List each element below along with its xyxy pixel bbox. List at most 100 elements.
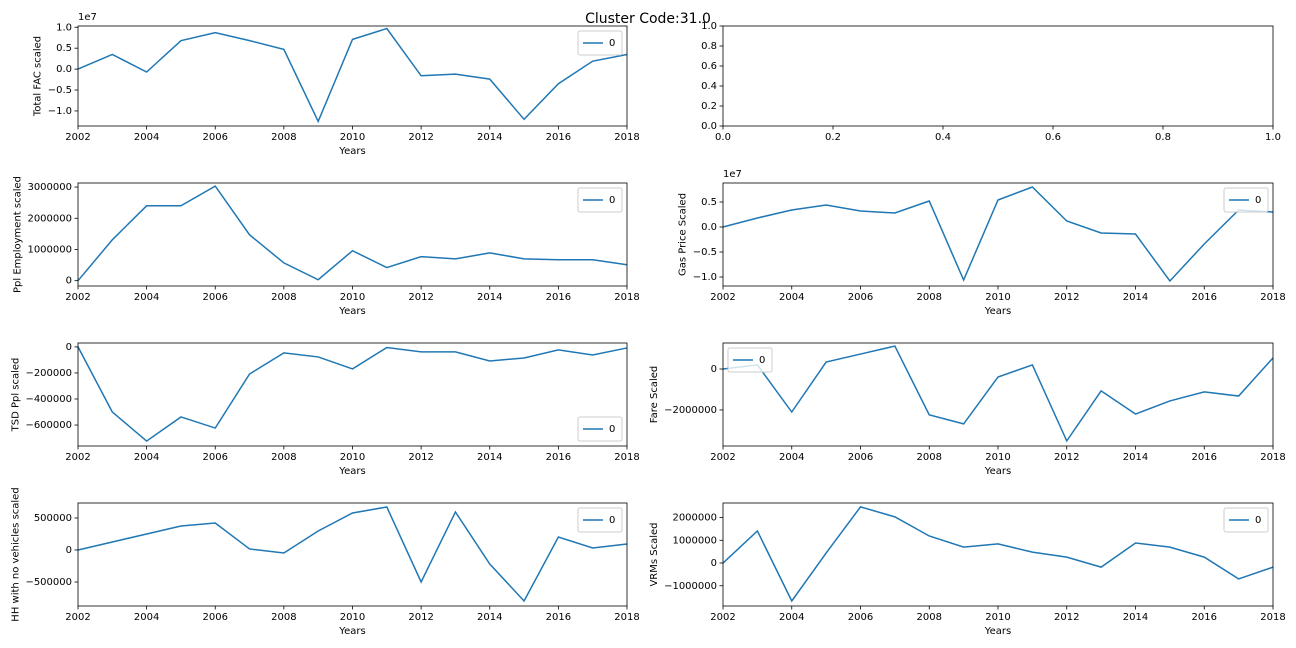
x-tick-label: 2002 bbox=[65, 612, 90, 623]
x-tick-label: 2004 bbox=[779, 452, 804, 463]
x-tick-label: 2012 bbox=[1054, 612, 1079, 623]
y-tick-label: 0 bbox=[711, 558, 717, 569]
x-tick-label: 2008 bbox=[917, 292, 942, 303]
data-line bbox=[77, 185, 628, 282]
x-tick-label: 2002 bbox=[710, 452, 735, 463]
x-tick-label: 2002 bbox=[65, 452, 90, 463]
y-tick-label: 1.0 bbox=[701, 21, 717, 32]
y-tick-label: 0 bbox=[66, 276, 72, 287]
y-tick-label: 0.2 bbox=[701, 101, 717, 112]
x-tick-label: 2010 bbox=[985, 452, 1010, 463]
x-tick-label: 2006 bbox=[203, 292, 228, 303]
y-tick-label: −1000000 bbox=[664, 581, 717, 592]
y-tick-label: −1.0 bbox=[48, 106, 72, 117]
x-tick-label: 2004 bbox=[134, 292, 159, 303]
y-tick-label: 0.0 bbox=[701, 121, 717, 132]
y-tick-label: 0.5 bbox=[56, 43, 72, 54]
legend: 0 bbox=[577, 187, 623, 213]
x-tick-label: 2016 bbox=[1192, 612, 1217, 623]
legend: 0 bbox=[577, 507, 623, 533]
legend: 0 bbox=[727, 347, 773, 373]
x-tick-label: 2018 bbox=[614, 452, 639, 463]
x-tick-label: 2006 bbox=[848, 292, 873, 303]
legend: 0 bbox=[1223, 187, 1269, 213]
y-tick-label: −1.0 bbox=[693, 272, 717, 283]
y-axis-label: VRMs Scaled bbox=[649, 522, 660, 586]
y-axis-label: Total FAC scaled bbox=[33, 36, 44, 117]
legend-label: 0 bbox=[609, 515, 615, 526]
x-tick-label: 2008 bbox=[917, 452, 942, 463]
x-tick-label: 2014 bbox=[477, 292, 502, 303]
y-tick-label: −0.5 bbox=[48, 85, 72, 96]
x-tick-label: 2016 bbox=[546, 132, 571, 143]
y-tick-label: 0.6 bbox=[701, 61, 717, 72]
x-axis-label: Years bbox=[984, 626, 1011, 637]
legend: 0 bbox=[577, 416, 623, 442]
x-tick-label: 2012 bbox=[1054, 452, 1079, 463]
x-tick-label: 2018 bbox=[1260, 452, 1285, 463]
legend-label: 0 bbox=[1255, 195, 1261, 206]
data-line bbox=[722, 345, 1274, 443]
x-tick-label: 2002 bbox=[65, 292, 90, 303]
x-tick-label: 2012 bbox=[408, 452, 433, 463]
x-tick-label: 2016 bbox=[546, 292, 571, 303]
x-tick-label: 2008 bbox=[271, 292, 296, 303]
y-axis-label: HH with no vehicles scaled bbox=[10, 487, 21, 621]
x-tick-label: 2010 bbox=[340, 612, 365, 623]
legend-label: 0 bbox=[1255, 515, 1261, 526]
x-tick-label: 2002 bbox=[710, 292, 735, 303]
x-tick-label: 2018 bbox=[614, 132, 639, 143]
offset-label: 1e7 bbox=[723, 169, 742, 180]
x-tick-label: 2008 bbox=[917, 612, 942, 623]
x-axis-label: Years bbox=[338, 626, 365, 637]
y-tick-label: 0.0 bbox=[701, 222, 717, 233]
y-tick-label: 0.4 bbox=[701, 81, 717, 92]
y-tick-label: 2000000 bbox=[672, 513, 717, 524]
axes-frame bbox=[722, 25, 1274, 127]
x-tick-label: 2014 bbox=[477, 132, 502, 143]
x-tick-label: 2012 bbox=[408, 132, 433, 143]
x-tick-label: 2010 bbox=[340, 132, 365, 143]
data-line bbox=[77, 27, 628, 124]
y-axis-label: Ppl Employment scaled bbox=[12, 176, 23, 293]
y-tick-label: 2000000 bbox=[27, 213, 72, 224]
x-tick-label: 0.0 bbox=[715, 132, 731, 143]
y-tick-label: −2000000 bbox=[664, 405, 717, 416]
x-tick-label: 0.6 bbox=[1045, 132, 1061, 143]
y-tick-label: 0 bbox=[711, 364, 717, 375]
data-line bbox=[722, 186, 1274, 283]
x-tick-label: 0.4 bbox=[935, 132, 951, 143]
x-tick-label: 2008 bbox=[271, 452, 296, 463]
y-tick-label: 0.0 bbox=[56, 64, 72, 75]
x-tick-label: 2018 bbox=[614, 292, 639, 303]
x-tick-label: 2012 bbox=[408, 612, 433, 623]
x-tick-label: 2016 bbox=[1192, 292, 1217, 303]
x-tick-label: 2010 bbox=[985, 292, 1010, 303]
x-tick-label: 2010 bbox=[340, 292, 365, 303]
x-tick-label: 2006 bbox=[848, 612, 873, 623]
x-tick-label: 2006 bbox=[203, 132, 228, 143]
x-tick-label: 2012 bbox=[408, 292, 433, 303]
figure-title: Cluster Code:31.0 bbox=[585, 11, 711, 27]
x-tick-label: 2018 bbox=[614, 612, 639, 623]
y-tick-label: −600000 bbox=[25, 420, 72, 431]
x-tick-label: 2010 bbox=[340, 452, 365, 463]
x-tick-label: 2016 bbox=[546, 452, 571, 463]
y-tick-label: 1000000 bbox=[27, 244, 72, 255]
y-axis-label: Fare Scaled bbox=[649, 366, 660, 423]
x-tick-label: 2004 bbox=[134, 132, 159, 143]
y-tick-label: −400000 bbox=[25, 394, 72, 405]
y-tick-label: 0 bbox=[66, 342, 72, 353]
x-tick-label: 2018 bbox=[1260, 612, 1285, 623]
y-axis-label: Gas Price Scaled bbox=[678, 193, 689, 276]
x-tick-label: 2016 bbox=[546, 612, 571, 623]
x-tick-label: 2004 bbox=[134, 452, 159, 463]
x-axis-label: Years bbox=[984, 306, 1011, 317]
x-tick-label: 2012 bbox=[1054, 292, 1079, 303]
x-axis-label: Years bbox=[984, 466, 1011, 477]
x-tick-label: 2014 bbox=[1123, 292, 1148, 303]
x-tick-label: 2002 bbox=[65, 132, 90, 143]
y-tick-label: 0.5 bbox=[701, 197, 717, 208]
